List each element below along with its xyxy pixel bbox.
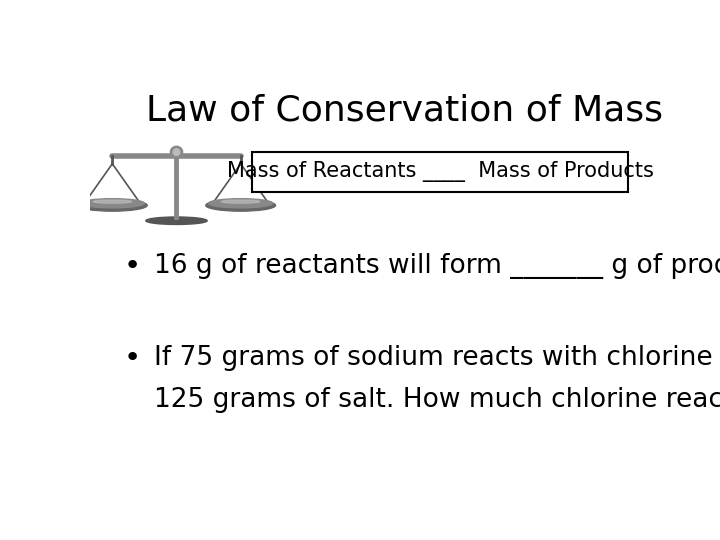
Ellipse shape [171,146,183,158]
Ellipse shape [80,199,145,208]
Text: Law of Conservation of Mass: Law of Conservation of Mass [145,94,663,128]
Text: 125 grams of salt. How much chlorine reacted?: 125 grams of salt. How much chlorine rea… [154,387,720,413]
Ellipse shape [93,200,132,203]
FancyBboxPatch shape [252,152,629,192]
Text: 16 g of reactants will form _______ g of products.: 16 g of reactants will form _______ g of… [154,253,720,280]
Ellipse shape [173,149,180,156]
Text: Mass of Reactants ____  Mass of Products: Mass of Reactants ____ Mass of Products [227,161,654,183]
Ellipse shape [222,200,260,203]
Text: •: • [123,344,140,372]
Text: •: • [123,253,140,280]
Ellipse shape [209,199,273,208]
Ellipse shape [145,217,207,225]
Ellipse shape [206,199,276,211]
Ellipse shape [78,199,147,211]
Text: If 75 grams of sodium reacts with chlorine to form: If 75 grams of sodium reacts with chlori… [154,345,720,371]
